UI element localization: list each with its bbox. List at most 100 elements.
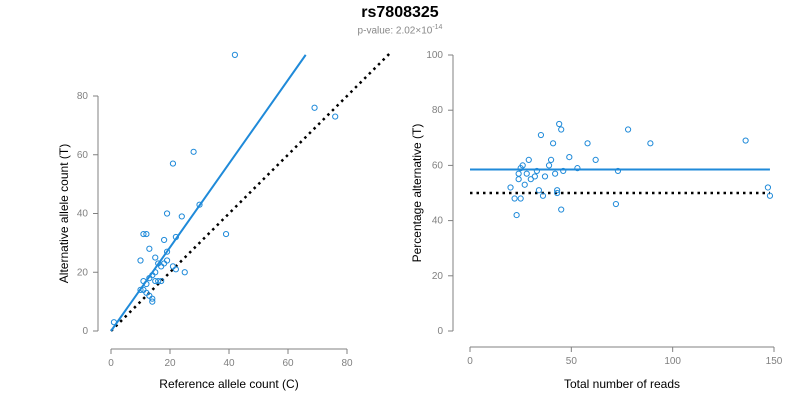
x-tick-label: 100 [664, 356, 681, 367]
data-point [525, 156, 532, 163]
x-tick-label: 50 [566, 356, 578, 367]
data-point [163, 248, 171, 255]
y-tick-label: 20 [432, 271, 444, 282]
x-tick-label: 80 [341, 358, 353, 369]
data-point [143, 280, 150, 288]
data-point [517, 195, 524, 202]
data-point [511, 195, 518, 202]
data-point [172, 233, 179, 241]
y-tick-label: 20 [77, 267, 89, 278]
data-point [558, 206, 565, 213]
y-axis-title: Alternative allele count (T) [57, 144, 71, 283]
x-tick-label: 150 [766, 356, 783, 367]
data-point [552, 170, 559, 177]
y-tick-label: 80 [77, 91, 89, 102]
data-point [158, 263, 165, 270]
data-point [196, 201, 203, 208]
data-point [152, 269, 159, 276]
data-point [554, 189, 561, 197]
data-point [311, 104, 318, 111]
data-point [560, 167, 567, 175]
x-tick-label: 60 [282, 358, 294, 369]
y-tick-label: 40 [432, 216, 444, 227]
p-value-exponent: -14 [432, 24, 443, 31]
data-point [533, 167, 540, 175]
data-point [178, 213, 185, 220]
data-point [531, 173, 538, 180]
data-point [161, 236, 168, 244]
data-point [527, 176, 534, 183]
data-point [766, 192, 774, 199]
reference-line [110, 51, 393, 332]
data-point [764, 184, 772, 191]
data-point [556, 120, 563, 128]
y-tick-label: 80 [432, 105, 444, 116]
data-point [554, 187, 561, 194]
data-point [332, 113, 339, 120]
data-point [742, 137, 749, 144]
fit-line [110, 54, 307, 332]
data-point [181, 269, 188, 276]
data-point [137, 257, 144, 264]
x-axis-title: Reference allele count (C) [159, 377, 298, 391]
y-tick-label: 40 [77, 209, 89, 220]
data-point [549, 140, 557, 147]
data-point [519, 162, 526, 169]
data-point [169, 160, 177, 167]
data-point [592, 156, 599, 163]
data-point [535, 187, 543, 194]
data-point [172, 266, 179, 273]
data-point [146, 245, 153, 252]
y-tick-label: 100 [426, 50, 443, 61]
data-point [612, 200, 620, 208]
y-tick-label: 60 [77, 150, 89, 161]
data-point [143, 230, 150, 238]
data-point [169, 263, 177, 270]
x-axis-title: Total number of reads [564, 377, 680, 391]
data-point [149, 295, 156, 302]
data-point [513, 211, 520, 219]
data-point [523, 170, 530, 177]
data-point [163, 210, 171, 217]
data-point [158, 277, 165, 285]
data-point [521, 181, 528, 188]
data-point [152, 277, 159, 285]
data-point [547, 156, 555, 163]
data-point [574, 165, 581, 172]
data-point [558, 126, 565, 133]
chart-subtitle: p-value: 2.02×10-14 [0, 24, 800, 36]
data-point [545, 162, 553, 169]
p-value-label: p-value: 2.02×10 [357, 25, 433, 37]
data-point [647, 140, 654, 147]
y-tick-label: 60 [432, 160, 444, 171]
data-point [614, 167, 622, 175]
data-point [537, 131, 545, 139]
data-point [222, 230, 230, 238]
data-point [231, 51, 238, 58]
data-point [140, 230, 147, 238]
data-point [161, 260, 168, 267]
chart-title: rs7808325 [361, 4, 439, 21]
y-axis-title: Percentage alternative (T) [410, 124, 424, 263]
data-point [584, 140, 591, 147]
data-point [190, 148, 197, 155]
data-point [539, 192, 547, 199]
x-tick-label: 20 [164, 358, 176, 369]
data-point [507, 184, 514, 191]
data-point [566, 154, 573, 161]
data-point [149, 298, 156, 305]
x-tick-label: 40 [223, 358, 235, 369]
data-point [152, 254, 159, 261]
data-point [515, 176, 522, 183]
data-point [110, 319, 118, 326]
y-tick-label: 0 [437, 326, 443, 337]
data-point [137, 286, 144, 293]
data-point [515, 170, 522, 177]
data-point [155, 277, 162, 285]
x-tick-label: 0 [108, 358, 114, 369]
allele-count-scatter-plot: 0 20 40 60 80 Reference allele count (C) 0 20 40… [57, 51, 393, 391]
data-point [624, 126, 632, 133]
data-point [163, 257, 171, 264]
x-tick-label: 0 [467, 356, 473, 367]
